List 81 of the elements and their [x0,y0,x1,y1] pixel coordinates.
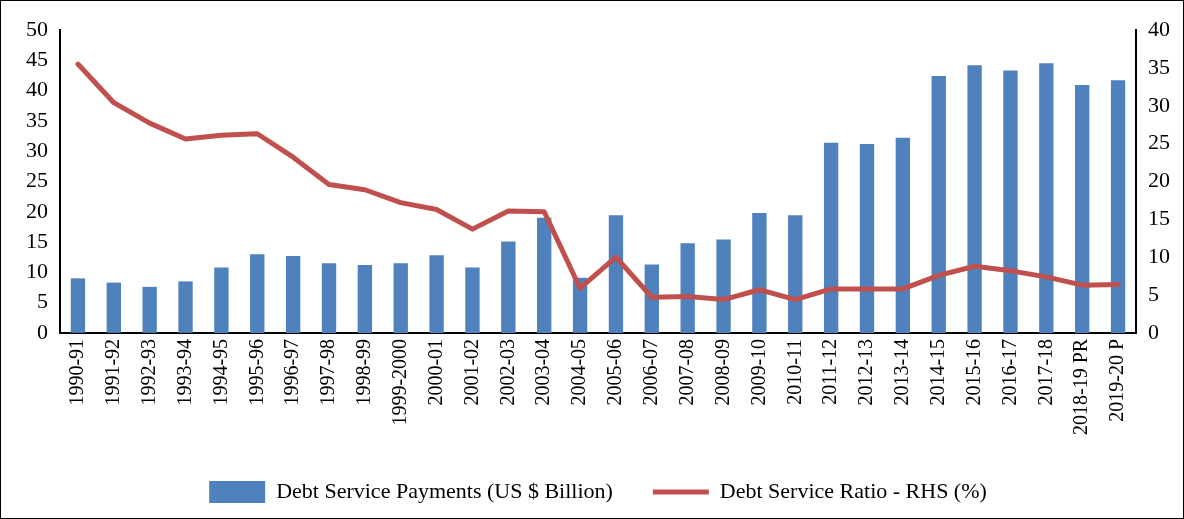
bar [501,241,516,333]
x-tick-label: 2012-13 [854,338,877,406]
x-tick-label: 2016-17 [997,338,1020,406]
bar [823,142,839,333]
y2-tick-label: 35 [1148,53,1170,79]
x-tick-label: 2003-04 [531,338,554,406]
y2-tick-label: 15 [1148,205,1170,231]
legend-label: Debt Service Payments (US $ Billion) [276,477,613,503]
x-tick-label: 1999-2000 [387,338,410,426]
bar [1003,70,1018,333]
bar [214,267,229,333]
bar [1075,85,1090,333]
x-tick-label: 1997-98 [316,338,339,406]
y2-tick-label: 40 [1148,15,1170,41]
bar [70,278,86,333]
y-tick-label: 25 [26,167,48,193]
x-tick-label: 2000-01 [423,338,446,406]
x-tick-label: 1994-95 [208,338,231,406]
bar [537,217,552,333]
y2-tick-label: 10 [1148,242,1170,268]
bar [1039,63,1054,333]
x-tick-label: 1995-96 [244,338,267,406]
y2-tick-label: 30 [1148,91,1170,117]
bar [680,243,695,333]
x-tick-label: 1991-92 [101,338,124,406]
bar [967,65,982,333]
x-tick-label: 2009-10 [746,338,769,406]
bar [716,239,731,333]
y-tick-label: 35 [26,106,48,132]
bar [931,76,946,333]
x-tick-label: 1998-99 [352,338,375,406]
y-tick-label: 5 [37,288,48,314]
x-tick-label: 2014-15 [925,338,948,406]
x-tick-label: 2017-18 [1033,338,1056,406]
y-tick-label: 45 [26,46,48,72]
x-tick-label: 2010-11 [782,338,805,405]
x-tick-label: 1990-91 [65,338,88,406]
y-tick-label: 20 [26,197,48,223]
bar [321,263,337,333]
bar [285,255,301,333]
y2-tick-label: 0 [1148,318,1159,344]
x-tick-label: 2019-20 P [1105,338,1128,422]
bar [644,264,659,333]
x-tick-label: 2007-08 [674,338,697,406]
y-tick-label: 15 [26,227,48,253]
y-tick-label: 40 [26,76,48,102]
y-tick-label: 30 [26,136,48,162]
x-tick-label: 2008-09 [710,338,733,406]
x-tick-label: 2005-06 [603,338,626,406]
x-tick-label: 1992-93 [136,338,159,406]
x-tick-label: 2013-14 [890,338,913,406]
bar [895,137,911,333]
bar [608,215,624,333]
bar [357,265,373,333]
x-tick-label: 2002-03 [495,338,518,406]
x-tick-label: 2018-19 PR [1069,338,1092,435]
legend-label: Debt Service Ratio - RHS (%) [719,477,987,503]
x-tick-label: 1993-94 [172,338,195,406]
x-tick-label: 2006-07 [639,338,662,406]
bar [393,263,408,333]
bar [1110,80,1126,333]
bar [106,282,121,333]
bar [429,255,444,333]
y-tick-label: 0 [37,318,48,344]
x-tick-label: 2015-16 [961,338,984,406]
y2-tick-label: 20 [1148,167,1170,193]
x-tick-label: 2011-12 [818,338,841,405]
y-tick-label: 10 [26,258,48,284]
bar [752,212,767,333]
y2-tick-label: 5 [1148,280,1159,306]
bar [465,267,480,333]
bar [250,254,265,333]
bar [142,286,157,333]
y2-tick-label: 25 [1148,129,1170,155]
x-tick-label: 1996-97 [280,338,303,406]
y-tick-label: 50 [26,15,48,41]
x-tick-label: 2004-05 [567,338,590,406]
bar [788,215,803,333]
bar [859,143,875,333]
bar [178,281,193,333]
x-tick-label: 2001-02 [459,338,482,406]
